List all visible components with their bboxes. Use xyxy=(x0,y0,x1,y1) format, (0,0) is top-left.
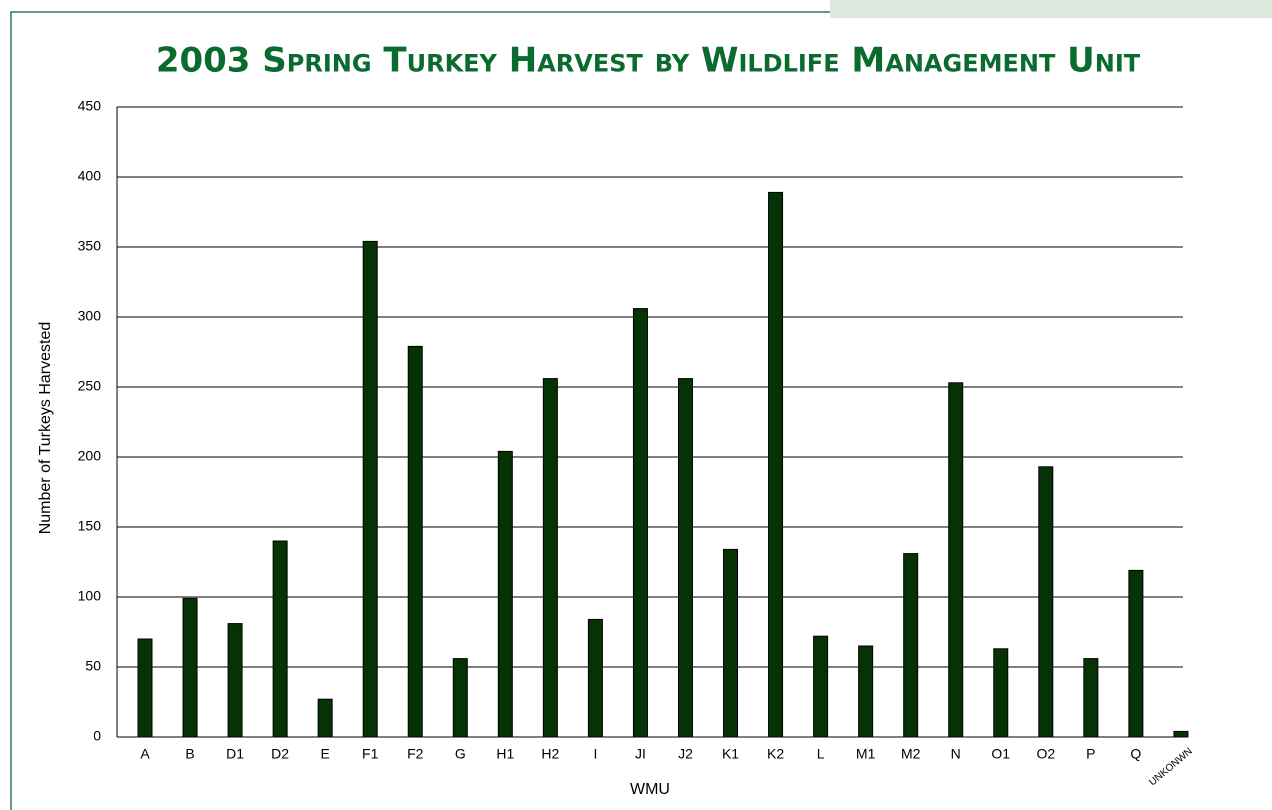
x-tick-label: H1 xyxy=(496,746,514,762)
x-tick-label: H2 xyxy=(541,746,559,762)
bar xyxy=(182,597,198,738)
x-tick-label: B xyxy=(185,746,194,762)
y-tick-label: 250 xyxy=(78,378,102,394)
x-axis-label: WMU xyxy=(630,781,670,798)
bar xyxy=(317,698,333,738)
bar xyxy=(813,635,829,738)
x-tick-label: D1 xyxy=(226,746,244,762)
header-bar xyxy=(830,0,1272,18)
x-tick-label: L xyxy=(817,746,825,762)
bar xyxy=(632,308,648,738)
y-tick-label: 150 xyxy=(78,518,102,534)
x-tick-label: G xyxy=(455,746,466,762)
bar xyxy=(1173,730,1189,738)
y-tick-label: 200 xyxy=(78,448,102,464)
y-tick-label: 350 xyxy=(78,238,102,254)
bar xyxy=(407,345,423,738)
chart-title: 2003 Spring Turkey Harvest by Wildlife M… xyxy=(156,41,1141,81)
frame xyxy=(10,11,830,810)
bar xyxy=(768,191,784,738)
y-tick-label: 50 xyxy=(85,658,101,674)
bar xyxy=(137,638,153,738)
x-tick-label: F2 xyxy=(407,746,424,762)
x-tick-label: E xyxy=(320,746,329,762)
bar xyxy=(993,648,1009,738)
x-tick-label: I xyxy=(593,746,597,762)
x-tick-label: F1 xyxy=(362,746,379,762)
x-tick-label: D2 xyxy=(271,746,289,762)
bar xyxy=(452,658,468,738)
bar xyxy=(272,540,288,738)
bar xyxy=(1038,466,1054,738)
x-tick-label: O1 xyxy=(991,746,1010,762)
x-tick-label: M1 xyxy=(856,746,876,762)
bar xyxy=(903,553,919,738)
x-tick-label: N xyxy=(951,746,961,762)
x-tick-label: K2 xyxy=(767,746,784,762)
y-tick-label: 0 xyxy=(93,728,101,744)
bar xyxy=(227,623,243,738)
bar xyxy=(858,645,874,738)
x-tick-label: Q xyxy=(1130,746,1141,762)
x-tick-label: J2 xyxy=(678,746,693,762)
bar xyxy=(948,382,964,738)
x-tick-label: JI xyxy=(635,746,646,762)
x-tick-label: P xyxy=(1086,746,1095,762)
bar xyxy=(542,378,558,738)
bar xyxy=(362,240,378,738)
bar xyxy=(723,548,739,738)
x-tick-label: UNKONWN xyxy=(1147,746,1195,788)
y-tick-label: 400 xyxy=(78,168,102,184)
bar xyxy=(1128,569,1144,738)
bar xyxy=(497,450,513,738)
x-tick-label: A xyxy=(140,746,150,762)
bar xyxy=(1083,658,1099,738)
y-axis-label: Number of Turkeys Harvested xyxy=(37,322,54,535)
y-tick-label: 300 xyxy=(78,308,102,324)
x-tick-label: K1 xyxy=(722,746,739,762)
x-tick-label: O2 xyxy=(1036,746,1055,762)
y-tick-label: 100 xyxy=(78,588,102,604)
bar xyxy=(587,618,603,738)
x-tick-label: M2 xyxy=(901,746,921,762)
y-tick-label: 450 xyxy=(78,98,102,114)
bar xyxy=(677,378,693,738)
